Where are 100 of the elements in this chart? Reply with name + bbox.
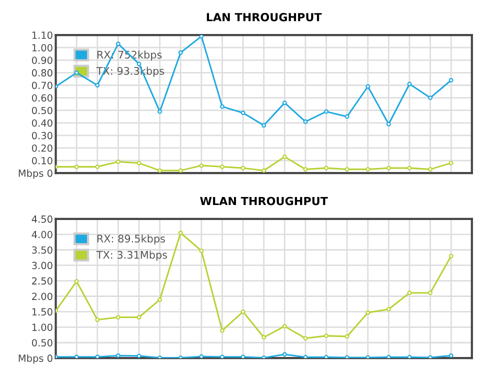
y-tick-label: 3.00 bbox=[32, 262, 52, 270]
chart-title: LAN THROUGHPUT bbox=[206, 12, 322, 22]
point bbox=[95, 354, 100, 358]
y-tick-label: 2.50 bbox=[32, 277, 52, 285]
point bbox=[199, 163, 204, 168]
point bbox=[262, 168, 266, 173]
point bbox=[448, 254, 454, 258]
point bbox=[344, 334, 350, 339]
y-tick-label: 0.30 bbox=[32, 132, 52, 140]
point bbox=[220, 354, 224, 358]
point bbox=[74, 354, 79, 358]
y-tick-label: 0.70 bbox=[32, 82, 52, 90]
point bbox=[303, 336, 308, 341]
point bbox=[116, 353, 120, 358]
point bbox=[428, 167, 433, 172]
point bbox=[199, 248, 204, 254]
point bbox=[136, 160, 142, 166]
point bbox=[199, 354, 204, 358]
point bbox=[324, 354, 328, 358]
point bbox=[95, 318, 100, 322]
point bbox=[448, 160, 454, 166]
chart-title: WLAN THROUGHPUT bbox=[200, 196, 328, 206]
point bbox=[407, 290, 412, 296]
y-tick-label: Mbps 0 bbox=[18, 169, 52, 179]
point bbox=[282, 352, 287, 357]
point bbox=[282, 154, 287, 159]
point bbox=[220, 328, 224, 333]
y-tick-label: 0.90 bbox=[32, 56, 52, 64]
y-tick-label: 4.00 bbox=[32, 230, 52, 238]
point bbox=[386, 166, 391, 170]
point bbox=[262, 123, 266, 128]
point bbox=[448, 353, 454, 358]
point bbox=[324, 334, 328, 338]
point bbox=[74, 279, 79, 284]
point bbox=[303, 167, 308, 172]
point bbox=[240, 110, 246, 116]
point bbox=[407, 166, 412, 170]
point bbox=[324, 166, 328, 170]
point bbox=[95, 83, 100, 88]
legend-label: RX: 89.5kbps bbox=[97, 234, 165, 245]
point bbox=[324, 109, 328, 114]
point bbox=[386, 307, 391, 312]
point bbox=[136, 62, 142, 66]
y-tick-label: 2.00 bbox=[32, 292, 52, 300]
point bbox=[407, 82, 412, 86]
point bbox=[240, 309, 246, 314]
y-tick-label: 1.00 bbox=[32, 44, 52, 52]
point bbox=[178, 168, 183, 173]
point bbox=[344, 355, 350, 358]
point bbox=[220, 104, 224, 109]
point bbox=[428, 96, 433, 100]
point bbox=[303, 119, 308, 124]
y-tick-label: 0.60 bbox=[32, 94, 52, 102]
y-tick-label: 0.20 bbox=[32, 144, 52, 152]
point bbox=[158, 297, 162, 302]
y-tick-label: 0.10 bbox=[32, 157, 52, 164]
point bbox=[136, 315, 142, 320]
point bbox=[116, 160, 120, 164]
point bbox=[282, 324, 287, 328]
point bbox=[344, 167, 350, 172]
point bbox=[386, 122, 391, 126]
point bbox=[240, 354, 246, 358]
y-tick-label: 0.50 bbox=[32, 339, 52, 346]
point bbox=[116, 42, 120, 46]
point bbox=[448, 78, 454, 82]
y-tick-label: Mbps 0 bbox=[18, 354, 52, 364]
point bbox=[303, 354, 308, 358]
point bbox=[366, 355, 370, 358]
point bbox=[158, 168, 162, 173]
point bbox=[344, 114, 350, 119]
y-tick-label: 0.40 bbox=[32, 119, 52, 127]
y-tick-label: 1.10 bbox=[32, 32, 52, 39]
line-series bbox=[56, 230, 454, 341]
y-tick-label: 1.50 bbox=[32, 308, 52, 316]
point bbox=[74, 70, 79, 75]
point bbox=[95, 164, 100, 170]
point bbox=[366, 167, 370, 172]
point bbox=[74, 164, 79, 170]
point bbox=[220, 164, 224, 170]
point bbox=[282, 100, 287, 106]
point bbox=[366, 310, 370, 315]
y-tick-label: 3.50 bbox=[32, 246, 52, 254]
y-tick-label: 1.00 bbox=[32, 324, 52, 331]
point bbox=[178, 50, 183, 55]
point bbox=[366, 84, 370, 89]
point bbox=[199, 35, 204, 39]
point bbox=[136, 354, 142, 358]
y-tick-label: 4.50 bbox=[32, 215, 52, 223]
point bbox=[428, 355, 433, 358]
y-tick-label: 0.50 bbox=[32, 106, 52, 114]
point bbox=[178, 230, 183, 236]
legend-label: TX: 3.31Mbps bbox=[96, 250, 168, 261]
point bbox=[386, 354, 391, 358]
point bbox=[262, 335, 266, 340]
point bbox=[116, 315, 120, 320]
point bbox=[428, 290, 433, 296]
point bbox=[240, 166, 246, 170]
point bbox=[158, 109, 162, 114]
y-tick-label: 0.80 bbox=[32, 69, 52, 77]
point bbox=[407, 354, 412, 358]
